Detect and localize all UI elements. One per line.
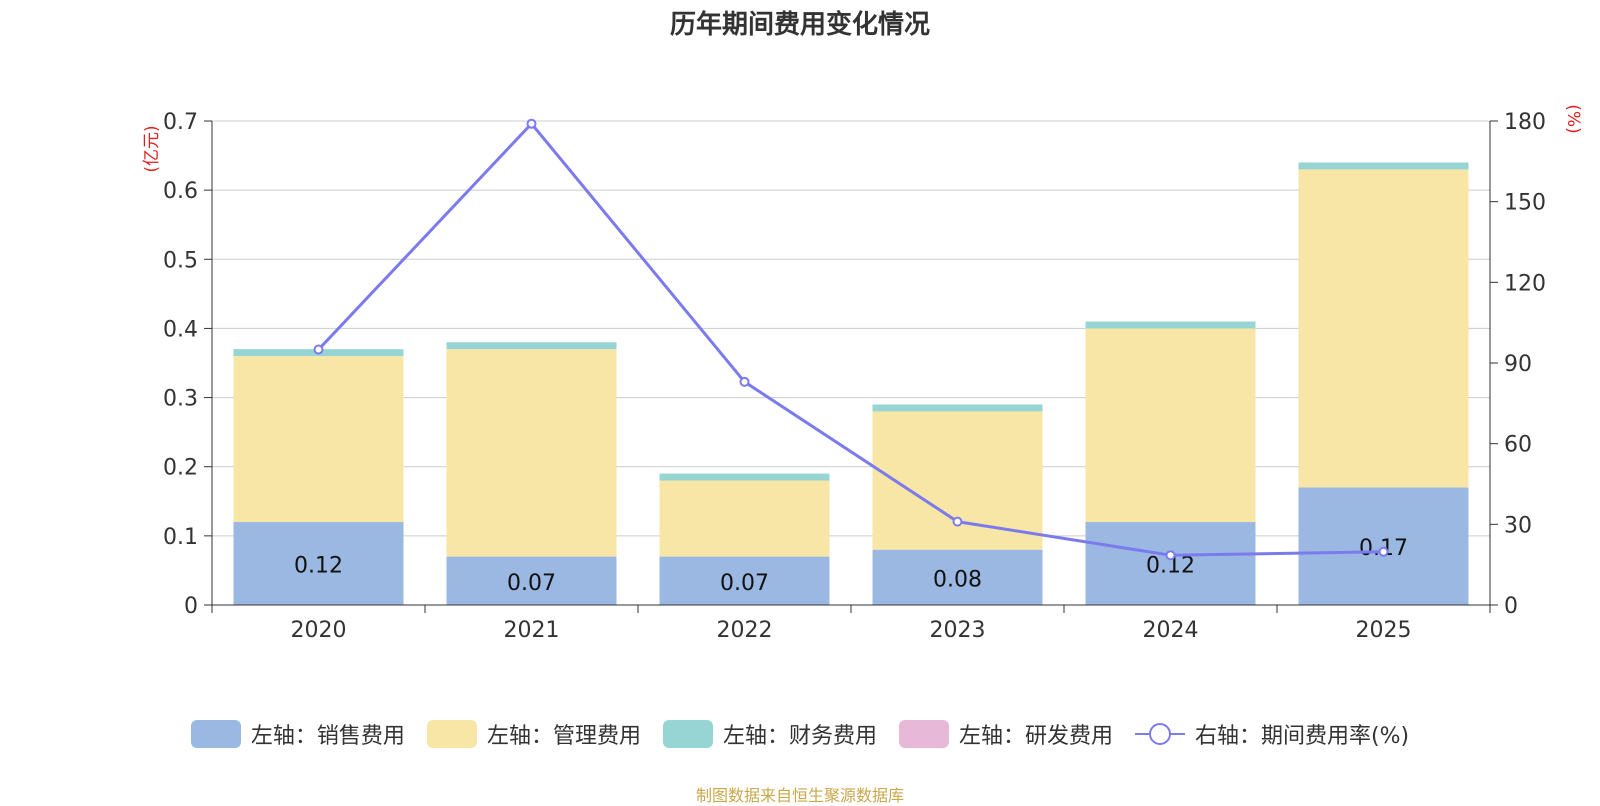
x-tick-label: 2023 bbox=[930, 618, 986, 643]
bar-segment-2022 bbox=[659, 473, 830, 481]
rate-point bbox=[739, 376, 750, 387]
bar-segment-2020 bbox=[233, 522, 404, 605]
rate-point bbox=[952, 516, 963, 527]
right-tick-label: 150 bbox=[1504, 191, 1546, 216]
x-tick-label: 2024 bbox=[1143, 618, 1199, 643]
bar-segment-2020 bbox=[233, 356, 404, 523]
bar-data-label: 0.12 bbox=[294, 554, 343, 579]
left-tick-label: 0.6 bbox=[163, 179, 198, 204]
rate-line bbox=[317, 121, 1384, 557]
left-tick-label: 0.5 bbox=[163, 248, 198, 273]
left-tick-label: 0.2 bbox=[163, 456, 198, 481]
x-tick-label: 2022 bbox=[717, 618, 773, 643]
bar-segment-2024 bbox=[1085, 522, 1256, 605]
rate-point bbox=[1165, 550, 1176, 561]
bar-segment-2021 bbox=[446, 342, 617, 350]
legend-item-rd[interactable]: 左轴：研发费用 bbox=[898, 718, 1113, 750]
x-tick-label: 2020 bbox=[291, 618, 347, 643]
legend-swatch-rd bbox=[898, 720, 949, 748]
bar-data-label: 0.08 bbox=[933, 567, 982, 592]
legend-swatch-finance bbox=[662, 720, 713, 748]
bar-segment-2022 bbox=[659, 556, 830, 605]
bar-segment-2023 bbox=[872, 404, 1043, 412]
rate-point bbox=[526, 118, 537, 129]
right-tick-label: 90 bbox=[1504, 352, 1532, 377]
right-axis-unit-label: (%) bbox=[1563, 104, 1583, 133]
right-tick-label: 180 bbox=[1504, 110, 1546, 135]
bar-segment-2023 bbox=[872, 411, 1043, 550]
right-tick-label: 120 bbox=[1504, 271, 1546, 296]
legend-item-sales[interactable]: 左轴：销售费用 bbox=[190, 718, 405, 750]
x-tick-label: 2025 bbox=[1356, 618, 1412, 643]
left-tick-label: 0.7 bbox=[163, 110, 198, 135]
bar-segment-2021 bbox=[446, 349, 617, 557]
legend-label-sales: 左轴：销售费用 bbox=[250, 724, 405, 749]
source-note: 制图数据来自恒生聚源数据库 bbox=[695, 786, 904, 805]
legend-label-rate: 右轴：期间费用率(%) bbox=[1194, 724, 1410, 749]
bar-segment-2025 bbox=[1298, 487, 1469, 605]
rate-point bbox=[313, 344, 324, 355]
x-tick-label: 2021 bbox=[504, 618, 560, 643]
bar-segment-2025 bbox=[1298, 162, 1469, 170]
legend-item-admin[interactable]: 左轴：管理费用 bbox=[426, 718, 641, 750]
right-tick-label: 30 bbox=[1504, 513, 1532, 538]
left-tick-label: 0.1 bbox=[163, 525, 198, 550]
legend-label-admin: 左轴：管理费用 bbox=[486, 724, 641, 749]
right-tick-label: 60 bbox=[1504, 433, 1532, 458]
bar-segment-2023 bbox=[872, 549, 1043, 605]
left-axis-unit-label: (亿元) bbox=[142, 125, 162, 172]
bar-segment-2022 bbox=[659, 480, 830, 557]
bar-segment-2024 bbox=[1085, 328, 1256, 523]
left-tick-label: 0.3 bbox=[163, 387, 198, 412]
legend-label-finance: 左轴：财务费用 bbox=[722, 724, 877, 749]
left-tick-label: 0.4 bbox=[163, 317, 198, 342]
legend-swatch-admin bbox=[426, 720, 477, 748]
legend-label-rd: 左轴：研发费用 bbox=[958, 724, 1113, 749]
chart-title: 历年期间费用变化情况 bbox=[669, 10, 930, 40]
bar-segment-2025 bbox=[1298, 169, 1469, 488]
bar-segment-2024 bbox=[1085, 321, 1256, 329]
legend-swatch-sales bbox=[190, 720, 241, 748]
bar-data-label: 0.07 bbox=[507, 571, 556, 596]
bar-data-label: 0.07 bbox=[720, 571, 769, 596]
legend-item-rate[interactable]: 右轴：期间费用率(%) bbox=[1134, 718, 1410, 750]
bar-segment-2021 bbox=[446, 556, 617, 605]
legend-line-rate-icon bbox=[1134, 723, 1185, 745]
legend-item-finance[interactable]: 左轴：财务费用 bbox=[662, 718, 877, 750]
legend: 左轴：销售费用 左轴：管理费用 左轴：财务费用 左轴：研发费用 右轴：期间费用率… bbox=[0, 718, 1600, 750]
rate-point bbox=[1378, 546, 1389, 557]
left-tick-label: 0 bbox=[184, 594, 198, 619]
right-tick-label: 0 bbox=[1504, 594, 1518, 619]
